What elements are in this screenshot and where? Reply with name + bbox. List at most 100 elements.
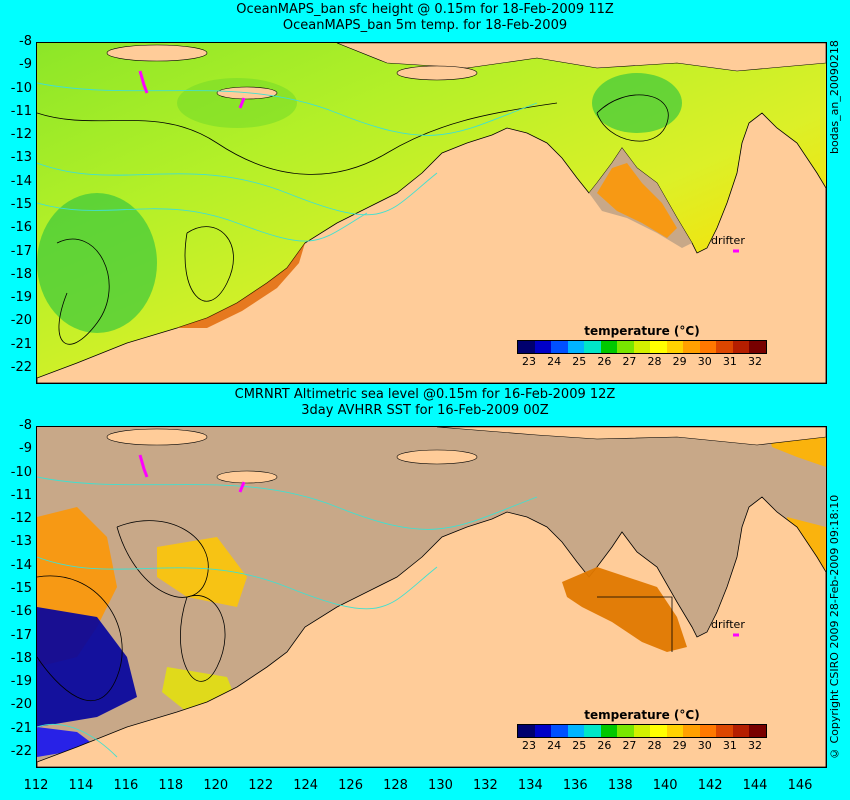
x-tick-label: 114 bbox=[68, 778, 94, 793]
colorbar-tick-label: 25 bbox=[572, 355, 587, 368]
y-tick-label: -12 bbox=[10, 127, 32, 143]
top-map-svg bbox=[37, 43, 826, 383]
colorbar-tick-label: 32 bbox=[748, 739, 762, 752]
colorbar-tick-label: 27 bbox=[622, 355, 637, 368]
top-ssh-contour bbox=[37, 162, 438, 216]
colorbar-swatch bbox=[600, 725, 618, 737]
y-tick-label: -9 bbox=[19, 441, 32, 457]
y-tick-label: -10 bbox=[10, 80, 32, 96]
colorbar-swatch bbox=[633, 341, 651, 353]
colorbar-swatch bbox=[683, 341, 700, 353]
y-tick-label: -19 bbox=[10, 674, 32, 690]
bottom-contour bbox=[37, 575, 123, 701]
y-tick-label: -21 bbox=[10, 336, 32, 352]
x-tick-label: 132 bbox=[472, 778, 498, 793]
top-island-java bbox=[106, 44, 208, 62]
colorbar-swatch bbox=[584, 341, 601, 353]
top-colorbar: temperature (°C) 23 24 25 26 27 28 29 30 31 32 bbox=[517, 324, 767, 368]
bottom-colorbar: temperature (°C) 23 24 25 26 27 28 29 30 31 32 bbox=[517, 708, 767, 752]
y-tick-label: -10 bbox=[10, 464, 32, 480]
bottom-contour bbox=[597, 596, 673, 652]
bottom-side-label: © Copyright CSIRO 2009 28-Feb-2009 09:18… bbox=[828, 494, 841, 760]
top-island-timor bbox=[396, 65, 478, 81]
colorbar-tick-label: 28 bbox=[647, 355, 662, 368]
bottom-map-panel bbox=[36, 426, 827, 768]
bottom-island-sumba bbox=[216, 470, 278, 484]
bottom-gulf-sst bbox=[562, 567, 687, 652]
colorbar-swatch bbox=[567, 725, 585, 737]
top-colorbar-ticks: 23 24 25 26 27 28 29 30 31 32 bbox=[517, 354, 767, 368]
y-tick-label: -20 bbox=[10, 697, 32, 713]
x-tick-label: 124 bbox=[293, 778, 319, 793]
y-tick-label: -17 bbox=[10, 627, 32, 643]
y-tick-label: -18 bbox=[10, 650, 32, 666]
colorbar-swatch bbox=[749, 341, 766, 353]
bottom-island-java bbox=[106, 428, 208, 446]
top-gulf-warm bbox=[597, 163, 677, 238]
colorbar-swatch bbox=[683, 725, 700, 737]
top-contour bbox=[184, 226, 234, 302]
colorbar-tick-label: 30 bbox=[697, 739, 712, 752]
top-title-line2: OceanMAPS_ban 5m temp. for 18-Feb-2009 bbox=[282, 18, 568, 33]
top-contour bbox=[56, 238, 110, 345]
top-contour bbox=[37, 102, 558, 175]
y-tick-label: -22 bbox=[10, 744, 32, 759]
colorbar-swatch bbox=[617, 725, 634, 737]
y-tick-label: -14 bbox=[10, 557, 32, 573]
colorbar-swatch bbox=[732, 725, 750, 737]
colorbar-tick-label: 27 bbox=[622, 739, 637, 752]
colorbar-swatch bbox=[716, 725, 733, 737]
y-tick-label: -16 bbox=[10, 604, 32, 620]
colorbar-tick-label: 23 bbox=[522, 355, 536, 368]
bottom-colorbar-title: temperature (°C) bbox=[584, 708, 700, 722]
colorbar-tick-label: 25 bbox=[572, 739, 587, 752]
top-warm-coast bbox=[177, 243, 305, 328]
colorbar-tick-label: 31 bbox=[722, 355, 737, 368]
top-side-label: bodas_an_20090218 bbox=[828, 40, 841, 154]
colorbar-swatch bbox=[732, 341, 750, 353]
bottom-island-timor bbox=[396, 449, 478, 465]
colorbar-tick-label: 24 bbox=[547, 355, 562, 368]
colorbar-swatch bbox=[534, 341, 552, 353]
top-drifter-track bbox=[138, 70, 149, 94]
x-tick-label: 138 bbox=[607, 778, 633, 793]
x-tick-label: 144 bbox=[742, 778, 768, 793]
y-tick-label: -18 bbox=[10, 266, 32, 282]
top-colorbar-strip bbox=[517, 340, 767, 354]
y-tick-label: -15 bbox=[10, 197, 32, 212]
top-map-panel bbox=[36, 42, 827, 384]
colorbar-tick-label: 28 bbox=[647, 739, 662, 752]
top-title-line1: OceanMAPS_ban sfc height @ 0.15m for 18-… bbox=[236, 2, 614, 17]
colorbar-tick-label: 31 bbox=[722, 739, 737, 752]
bottom-map-svg bbox=[37, 427, 826, 767]
colorbar-swatch bbox=[551, 341, 568, 353]
y-tick-label: -16 bbox=[10, 220, 32, 236]
bottom-sst-patch bbox=[157, 537, 247, 607]
colorbar-swatch bbox=[518, 341, 535, 353]
y-tick-label: -17 bbox=[10, 243, 32, 259]
colorbar-tick-label: 32 bbox=[748, 355, 762, 368]
bottom-ssh-contour bbox=[37, 476, 538, 530]
y-tick-label: -14 bbox=[10, 173, 32, 189]
colorbar-swatch bbox=[650, 725, 667, 737]
bottom-ssh-contour bbox=[37, 723, 118, 758]
top-drifter-track bbox=[238, 97, 246, 109]
top-contour bbox=[596, 94, 669, 142]
x-tick-label: 140 bbox=[652, 778, 678, 793]
colorbar-tick-label: 26 bbox=[597, 355, 612, 368]
y-tick-label: -8 bbox=[19, 418, 32, 433]
bottom-drifter-track bbox=[238, 481, 246, 493]
x-tick-label: 146 bbox=[787, 778, 813, 793]
colorbar-tick-label: 29 bbox=[672, 739, 687, 752]
colorbar-swatch bbox=[567, 341, 585, 353]
colorbar-swatch bbox=[551, 725, 568, 737]
colorbar-tick-label: 30 bbox=[697, 355, 712, 368]
colorbar-swatch bbox=[584, 725, 601, 737]
bottom-drifter-label: drifter bbox=[711, 618, 745, 631]
top-north-land bbox=[336, 43, 826, 72]
top-ssh-contour bbox=[37, 82, 538, 136]
top-colorbar-title: temperature (°C) bbox=[584, 324, 700, 338]
colorbar-tick-label: 26 bbox=[597, 739, 612, 752]
x-tick-label: 134 bbox=[517, 778, 543, 793]
x-tick-label: 118 bbox=[158, 778, 184, 793]
